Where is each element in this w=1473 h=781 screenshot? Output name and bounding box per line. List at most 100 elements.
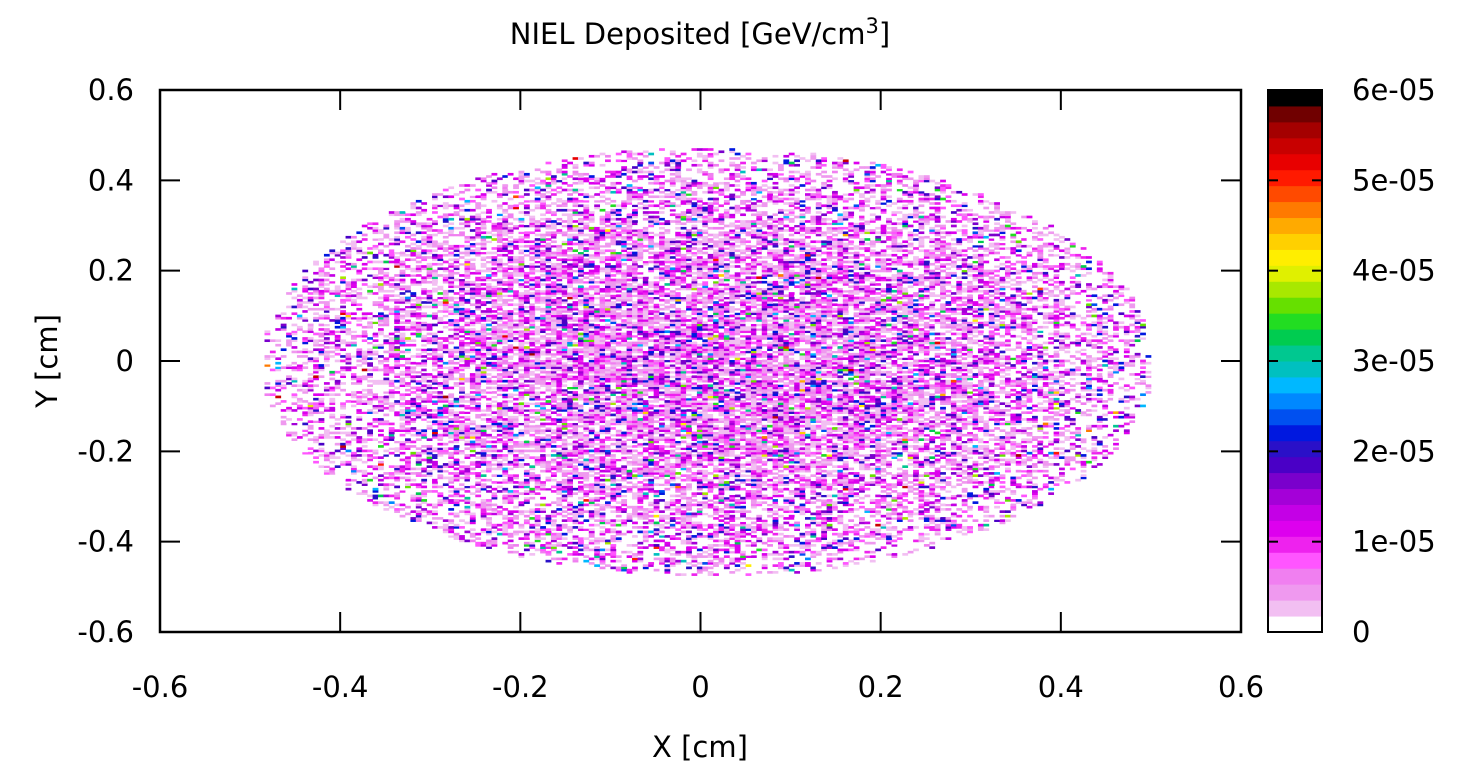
heatmap-bin — [594, 541, 601, 545]
heatmap-bin — [415, 474, 422, 477]
heatmap-bin — [513, 458, 519, 462]
heatmap-bin — [442, 469, 449, 473]
heatmap-bin — [675, 532, 682, 536]
chart-title-superscript: 3 — [866, 14, 879, 38]
heatmap-bin — [907, 474, 914, 477]
heatmap-bin — [599, 474, 606, 477]
heatmap-bin — [475, 415, 482, 419]
heatmap-bin — [561, 483, 568, 486]
heatmap-bin — [394, 438, 401, 441]
heatmap-bin — [637, 469, 644, 473]
heatmap-bin — [734, 460, 741, 464]
heatmap-bin — [599, 559, 606, 563]
heatmap-bin — [1021, 449, 1028, 453]
heatmap-bin — [648, 427, 655, 430]
heatmap-bin — [777, 557, 784, 561]
heatmap-bin — [588, 449, 595, 453]
heatmap-bin — [702, 566, 709, 570]
heatmap-bin — [642, 472, 649, 475]
heatmap-bin — [1123, 422, 1130, 426]
heatmap-bin — [502, 526, 509, 529]
heatmap-bin — [480, 541, 487, 545]
heatmap-bin — [875, 548, 882, 552]
heatmap-bin — [907, 418, 914, 421]
heatmap-bin — [669, 494, 676, 498]
heatmap-bin — [810, 447, 817, 450]
heatmap-bin — [967, 474, 973, 477]
heatmap-bin — [859, 451, 865, 455]
heatmap-bin — [956, 433, 963, 437]
heatmap-bin — [961, 456, 968, 459]
heatmap-bin — [1026, 481, 1033, 484]
heatmap-bin — [669, 476, 676, 480]
heatmap-bin — [621, 564, 628, 567]
heatmap-bin — [788, 467, 795, 471]
heatmap-bin — [853, 474, 860, 477]
heatmap-bin — [837, 539, 844, 543]
heatmap-bin — [880, 449, 887, 453]
heatmap-bin — [421, 494, 428, 498]
heatmap-bin — [642, 433, 649, 437]
heatmap-bin — [502, 429, 509, 432]
heatmap-bin — [788, 422, 795, 426]
heatmap-bin — [756, 526, 763, 529]
heatmap-bin — [469, 436, 476, 439]
heatmap-bin — [842, 451, 849, 455]
heatmap-bin — [599, 526, 606, 529]
heatmap-bin — [923, 418, 930, 421]
heatmap-bin — [761, 463, 768, 466]
heatmap-bin — [875, 424, 882, 428]
heatmap-bin — [577, 449, 584, 453]
heatmap-bin — [307, 420, 314, 423]
heatmap-bin — [680, 496, 687, 500]
heatmap-bin — [713, 548, 719, 552]
heatmap-bin — [507, 492, 514, 495]
heatmap-bin — [632, 433, 638, 437]
heatmap-bin — [491, 526, 498, 529]
heatmap-bin — [880, 445, 887, 448]
heatmap-bin — [918, 438, 925, 441]
heatmap-bin — [740, 496, 746, 500]
heatmap-bin — [988, 496, 995, 500]
heatmap-bin — [626, 456, 633, 459]
heatmap-bin — [777, 546, 784, 549]
heatmap-bin — [923, 514, 930, 518]
heatmap-bin — [588, 528, 595, 531]
heatmap-bin — [502, 494, 509, 498]
heatmap-bin — [713, 420, 719, 423]
heatmap-bin — [734, 503, 741, 507]
heatmap-bin — [923, 537, 930, 540]
heatmap-bin — [853, 431, 860, 435]
heatmap-bin — [507, 449, 514, 453]
heatmap-bin — [691, 541, 698, 545]
heatmap-bin — [550, 523, 557, 527]
heatmap-bin — [540, 526, 546, 529]
heatmap-bin — [886, 505, 892, 509]
heatmap-bin — [777, 438, 784, 441]
heatmap-bin — [523, 472, 530, 475]
heatmap-bin — [1032, 418, 1038, 421]
heatmap-bin — [869, 449, 876, 453]
heatmap-bin — [1004, 422, 1011, 426]
heatmap-bin — [394, 472, 401, 475]
heatmap-bin — [637, 553, 644, 556]
heatmap-bin — [653, 447, 660, 450]
heatmap-bin — [653, 508, 660, 511]
heatmap-bin — [723, 442, 730, 446]
heatmap-bin — [777, 564, 784, 567]
heatmap-bin — [518, 429, 525, 432]
heatmap-bin — [502, 440, 509, 444]
heatmap-bin — [426, 490, 433, 493]
heatmap-bin — [464, 422, 471, 426]
heatmap-bin — [718, 474, 725, 477]
heatmap-bin — [902, 478, 909, 482]
heatmap-bin — [961, 438, 968, 441]
heatmap-bin — [794, 476, 800, 480]
heatmap-bin — [853, 492, 860, 495]
heatmap-bin — [891, 427, 898, 430]
heatmap-bin — [556, 492, 563, 495]
heatmap-bin — [513, 440, 519, 444]
heatmap-bin — [837, 447, 844, 450]
heatmap-bin — [367, 429, 373, 432]
heatmap-bin — [567, 463, 573, 466]
